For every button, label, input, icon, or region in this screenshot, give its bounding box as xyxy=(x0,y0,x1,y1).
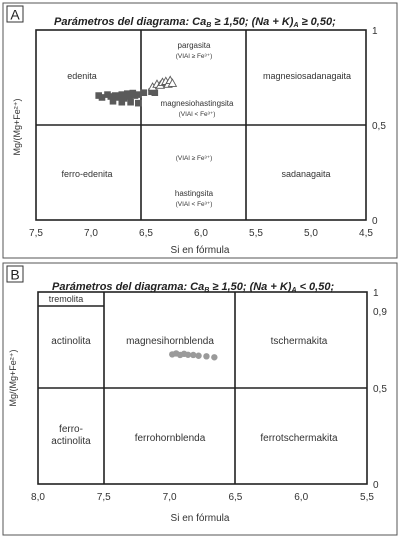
panel-a-square-point xyxy=(109,97,117,105)
panel-b: B Parámetros del diagrama: CaB ≥ 1,50; (… xyxy=(2,262,398,536)
panel-b-circle-point xyxy=(203,353,210,360)
panel-a-label-box xyxy=(6,5,24,23)
panel-a-title: Parámetros del diagrama: CaB ≥ 1,50; (Na… xyxy=(54,16,336,29)
panel-b-circle-point xyxy=(184,351,192,358)
panel-b-ylabel: Mg/(Mg+Fe²⁺) xyxy=(8,349,18,406)
panel-b-label: B xyxy=(10,267,19,283)
field-ferrotschermakita: ferrotschermakita xyxy=(260,433,338,444)
panel-a-ylabel: Mg/(Mg+Fe²⁺) xyxy=(12,98,22,155)
field-tremolita: tremolita xyxy=(49,294,84,304)
panel-b-x-tick-label: 8,0 xyxy=(31,492,45,503)
field-ferrohornblenda: ferrohornblenda xyxy=(135,433,206,444)
field-ferro-edenita: ferro-edenita xyxy=(61,169,112,179)
panel-a-y-tick-label: 0,5 xyxy=(372,121,386,132)
panel-a-x-tick-label: 4,5 xyxy=(359,228,373,239)
panel-a-square-point xyxy=(140,89,148,96)
panel-a-frame xyxy=(2,2,398,259)
panel-b-circle-point xyxy=(211,354,218,361)
panel-a: A Parámetros del diagrama: CaB ≥ 1,50; (… xyxy=(2,2,398,259)
panel-b-x-tick-label: 6,5 xyxy=(228,492,242,503)
field-edenita: edenita xyxy=(67,71,97,81)
panel-b-x-tick-label: 5,5 xyxy=(360,492,374,503)
field-ferropargasita-cond: (VIAl ≥ Fe³⁺) xyxy=(176,155,213,162)
field-magnesiohornblenda: magnesihornblenda xyxy=(126,336,214,347)
panel-a-points xyxy=(95,75,178,107)
panel-b-y-tick-label: 0,5 xyxy=(373,384,387,395)
panel-b-circle-point xyxy=(195,352,202,359)
panel-a-x-tick-label: 5,0 xyxy=(304,228,318,239)
panel-b-xlabel: Si en fórmula xyxy=(171,513,230,524)
panel-a-xlabel: Si en fórmula xyxy=(171,245,230,256)
panel-a-square-point xyxy=(118,98,126,106)
panel-a-square-point xyxy=(151,89,159,96)
panel-a-y-tick-label: 1 xyxy=(372,26,378,37)
panel-b-y-ticks: 1 0,9 0,5 0 xyxy=(373,288,387,491)
field-ferro-actinolita-2: actinolita xyxy=(51,436,91,447)
panel-a-x-ticks: 7,5 7,0 6,5 6,0 5,5 5,0 4,5 xyxy=(29,228,373,239)
field-tschermakita: tschermakita xyxy=(271,336,328,347)
panel-a-square-point xyxy=(107,93,115,100)
panel-a-x-tick-label: 6,0 xyxy=(194,228,208,239)
field-magnesiosadanagaita: magnesiosadanagaita xyxy=(263,71,351,81)
panel-b-x-tick-label: 7,5 xyxy=(97,492,111,503)
panel-a-square-point xyxy=(120,95,128,102)
panel-b-x-ticks: 8,0 7,5 7,0 6,5 6,0 5,5 xyxy=(31,492,374,503)
panel-a-square-point xyxy=(126,93,133,100)
panel-a-square-point xyxy=(127,98,134,106)
panel-a-square-point xyxy=(98,94,106,101)
panel-b-x-tick-label: 7,0 xyxy=(163,492,177,503)
panel-a-x-tick-label: 5,5 xyxy=(249,228,263,239)
panel-a-label: A xyxy=(10,7,20,23)
panel-b-label-box xyxy=(6,265,24,283)
panel-a-square-point xyxy=(118,91,126,98)
panel-b-title: Parámetros del diagrama: CaB ≥ 1,50; (Na… xyxy=(52,281,334,294)
panel-b-circle-point xyxy=(190,351,197,359)
panel-a-triangle-point xyxy=(167,78,178,87)
panel-b-points xyxy=(169,350,218,361)
panel-b-y-tick-label: 0 xyxy=(373,480,379,491)
field-pargasita: pargasita xyxy=(178,41,211,50)
field-hastingsita-cond: (VIAl < Fe³⁺) xyxy=(176,201,213,208)
panel-b-y-tick-label: 1 xyxy=(373,288,379,299)
panel-a-square-point xyxy=(135,99,142,107)
field-pargasita-cond: (VIAl ≥ Fe³⁺) xyxy=(176,53,213,60)
panel-b-x-tick-label: 6,0 xyxy=(294,492,308,503)
panel-b-y-tick-label: 0,9 xyxy=(373,307,387,318)
panel-a-x-tick-label: 7,0 xyxy=(84,228,98,239)
field-sadanagaita: sadanagaita xyxy=(281,169,330,179)
field-magnesiohastingsita: magnesiohastingsita xyxy=(161,99,234,108)
panel-a-y-tick-label: 0 xyxy=(372,216,378,227)
panel-a-x-tick-label: 6,5 xyxy=(139,228,153,239)
panel-a-y-ticks: 10,50 xyxy=(372,26,386,227)
field-hastingsita: hastingsita xyxy=(175,189,214,198)
field-actinolita: actinolita xyxy=(51,336,91,347)
panel-a-x-tick-label: 7,5 xyxy=(29,228,43,239)
panel-b-frame xyxy=(2,262,398,536)
panel-a-square-point xyxy=(135,91,142,98)
field-magnesiohastingsita-cond: (VIAl < Fe³⁺) xyxy=(179,111,216,118)
field-ferro-actinolita-1: ferro- xyxy=(59,424,83,435)
